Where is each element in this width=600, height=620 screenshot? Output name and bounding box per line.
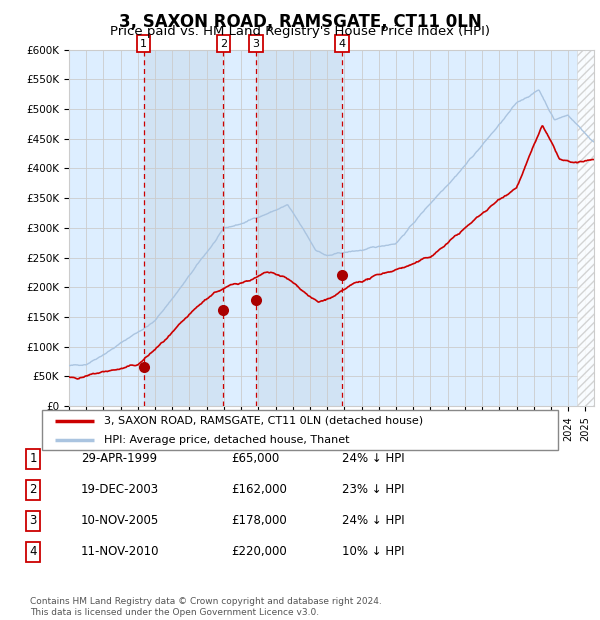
Text: 10% ↓ HPI: 10% ↓ HPI bbox=[342, 546, 404, 558]
Bar bbox=[256, 50, 342, 406]
FancyBboxPatch shape bbox=[42, 410, 558, 449]
Text: £220,000: £220,000 bbox=[231, 546, 287, 558]
Bar bbox=[143, 50, 223, 406]
Text: 2: 2 bbox=[29, 484, 37, 496]
Text: £178,000: £178,000 bbox=[231, 515, 287, 527]
Text: 3, SAXON ROAD, RAMSGATE, CT11 0LN: 3, SAXON ROAD, RAMSGATE, CT11 0LN bbox=[119, 13, 481, 32]
Text: 2: 2 bbox=[220, 38, 227, 48]
Text: 3, SAXON ROAD, RAMSGATE, CT11 0LN (detached house): 3, SAXON ROAD, RAMSGATE, CT11 0LN (detac… bbox=[104, 415, 423, 425]
Text: 19-DEC-2003: 19-DEC-2003 bbox=[81, 484, 159, 496]
Text: 3: 3 bbox=[29, 515, 37, 527]
Text: 23% ↓ HPI: 23% ↓ HPI bbox=[342, 484, 404, 496]
Text: £162,000: £162,000 bbox=[231, 484, 287, 496]
Text: £65,000: £65,000 bbox=[231, 453, 279, 465]
Text: 3: 3 bbox=[253, 38, 259, 48]
Text: 11-NOV-2010: 11-NOV-2010 bbox=[81, 546, 160, 558]
Text: 1: 1 bbox=[140, 38, 147, 48]
Text: 1: 1 bbox=[29, 453, 37, 465]
Text: Price paid vs. HM Land Registry's House Price Index (HPI): Price paid vs. HM Land Registry's House … bbox=[110, 25, 490, 38]
Text: 10-NOV-2005: 10-NOV-2005 bbox=[81, 515, 159, 527]
Text: 24% ↓ HPI: 24% ↓ HPI bbox=[342, 515, 404, 527]
Text: 29-APR-1999: 29-APR-1999 bbox=[81, 453, 157, 465]
Text: Contains HM Land Registry data © Crown copyright and database right 2024.
This d: Contains HM Land Registry data © Crown c… bbox=[30, 598, 382, 617]
Text: HPI: Average price, detached house, Thanet: HPI: Average price, detached house, Than… bbox=[104, 435, 349, 445]
Text: 4: 4 bbox=[338, 38, 346, 48]
Text: 4: 4 bbox=[29, 546, 37, 558]
Text: 24% ↓ HPI: 24% ↓ HPI bbox=[342, 453, 404, 465]
